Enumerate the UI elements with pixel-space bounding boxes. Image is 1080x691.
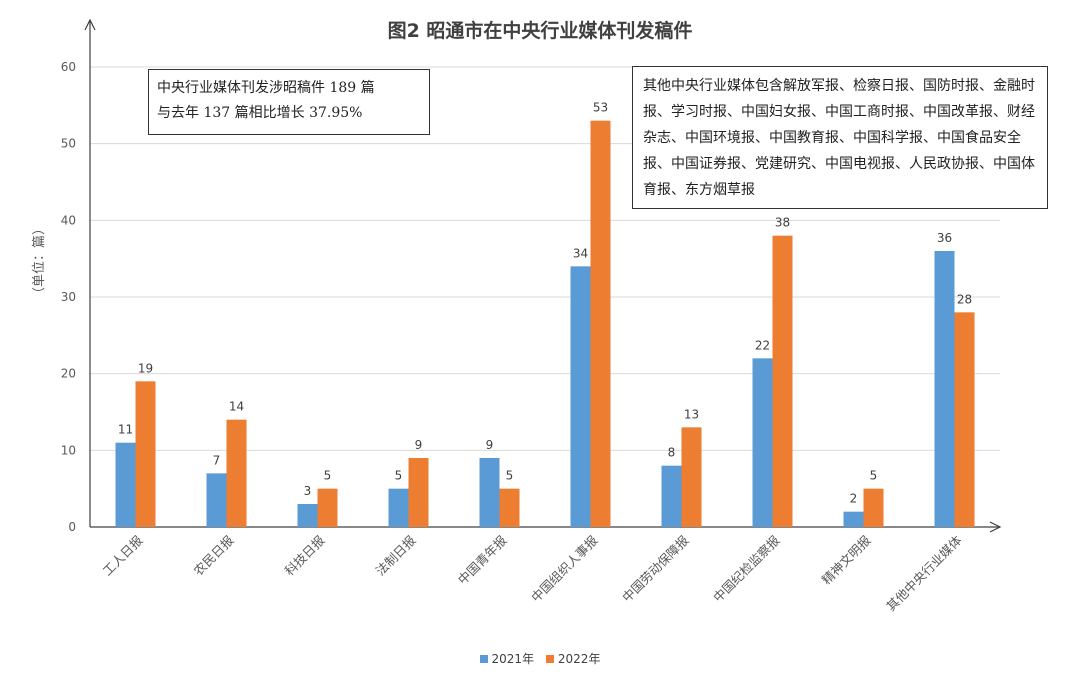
y-tick-label: 20 (61, 367, 76, 381)
x-tick-label: 中国劳动保障报 (619, 532, 692, 605)
data-label: 28 (957, 292, 972, 306)
data-label: 34 (573, 246, 588, 260)
bar (297, 504, 318, 527)
data-label: 19 (138, 361, 153, 375)
data-label: 2 (850, 492, 858, 506)
bar (661, 465, 682, 527)
y-tick-label: 40 (61, 213, 76, 227)
bar (115, 442, 136, 527)
x-axis-arrow (989, 521, 1002, 533)
summary-line-1: 中央行业媒体刊发涉昭稿件 189 篇 (157, 80, 375, 96)
y-tick-label: 10 (61, 443, 76, 457)
data-label: 5 (395, 469, 403, 483)
legend-label-2022: 2022年 (557, 652, 601, 666)
legend-swatch-2021 (479, 654, 488, 663)
bar (479, 458, 500, 527)
bar (499, 488, 520, 527)
x-tick-label: 其他中央行业媒体 (883, 532, 965, 614)
y-axis-arrow (84, 18, 96, 31)
bar (752, 358, 773, 527)
legend-label-2021: 2021年 (491, 652, 535, 666)
bar (934, 251, 955, 527)
x-tick-label: 科技日报 (282, 532, 328, 578)
y-tick-label: 50 (61, 137, 76, 151)
bar (590, 120, 611, 528)
y-tick-label: 60 (61, 60, 76, 74)
data-label: 3 (304, 484, 312, 498)
bar (206, 473, 227, 527)
data-label: 22 (755, 338, 770, 352)
x-tick-label: 中国纪检监察报 (710, 532, 783, 605)
bar (681, 427, 702, 527)
bar (772, 235, 793, 527)
data-label: 7 (213, 453, 221, 467)
data-label: 9 (415, 438, 423, 452)
data-label: 5 (870, 469, 878, 483)
legend: 2021年 2022年 (0, 650, 1080, 667)
bar (317, 488, 338, 527)
bar (226, 419, 247, 527)
summary-line-2: 与去年 137 篇相比增长 37.95% (157, 105, 363, 121)
data-label: 14 (229, 400, 244, 414)
data-label: 13 (684, 407, 699, 421)
chart-title: 图2 昭通市在中央行业媒体刊发稿件 (387, 20, 693, 42)
other-media-note: 其他中央行业媒体包含解放军报、检察日报、国防时报、金融时报、学习时报、中国妇女报… (632, 66, 1048, 209)
bar (570, 266, 591, 527)
y-tick-label: 0 (68, 520, 76, 534)
data-label: 5 (506, 469, 514, 483)
x-tick-label: 中国组织人事报 (528, 532, 601, 605)
data-label: 38 (775, 216, 790, 230)
x-tick-label: 精神文明报 (819, 532, 874, 587)
y-tick-label: 30 (61, 290, 76, 304)
data-label: 53 (593, 101, 608, 115)
data-label: 5 (324, 469, 332, 483)
data-label: 36 (937, 231, 952, 245)
legend-item-2022: 2022年 (545, 650, 601, 667)
bar (843, 511, 864, 527)
x-tick-label: 农民日报 (191, 532, 237, 578)
summary-note: 中央行业媒体刊发涉昭稿件 189 篇 与去年 137 篇相比增长 37.95% (148, 69, 430, 135)
x-tick-label: 中国青年报 (455, 532, 510, 587)
x-tick-label: 工人日报 (100, 532, 146, 578)
bar (135, 381, 156, 527)
bar (954, 312, 975, 527)
legend-swatch-2022 (545, 654, 554, 663)
legend-item-2021: 2021年 (479, 650, 535, 667)
bar (863, 488, 884, 527)
data-label: 11 (118, 423, 133, 437)
data-label: 8 (668, 446, 676, 460)
data-label: 9 (486, 438, 494, 452)
bar (388, 488, 409, 527)
bar (408, 458, 429, 527)
x-tick-label: 法制日报 (373, 532, 419, 578)
